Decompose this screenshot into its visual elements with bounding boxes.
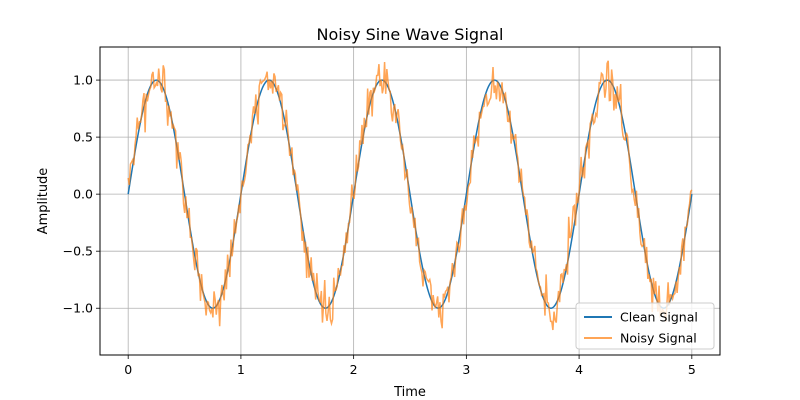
chart-title: Noisy Sine Wave Signal [317,25,504,44]
series-line-noisy-signal [127,60,693,331]
y-tick-label: 0.5 [73,130,93,145]
plot-frame [99,46,721,356]
series-layer [127,60,693,331]
x-tick-label: 1 [237,362,245,377]
x-tick-label: 4 [575,362,583,377]
ticks: 0 1 2 3 4 5 −1.0 −0.5 0.0 0.5 1.0 [63,73,696,377]
y-tick-label: 1.0 [73,73,93,88]
y-tick-label: 0.0 [73,187,93,202]
y-tick-label: −1.0 [63,301,93,316]
x-tick-label: 3 [462,362,470,377]
y-tick-label: −0.5 [63,244,93,259]
x-tick-label: 2 [350,362,358,377]
x-tick-label: 5 [688,362,696,377]
y-axis-label: Amplitude [36,168,51,235]
legend: Clean Signal Noisy Signal [575,302,715,350]
x-tick-label: 0 [124,362,132,377]
legend-label: Clean Signal [620,310,698,325]
x-axis-label: Time [393,385,426,400]
legend-label: Noisy Signal [620,331,697,346]
